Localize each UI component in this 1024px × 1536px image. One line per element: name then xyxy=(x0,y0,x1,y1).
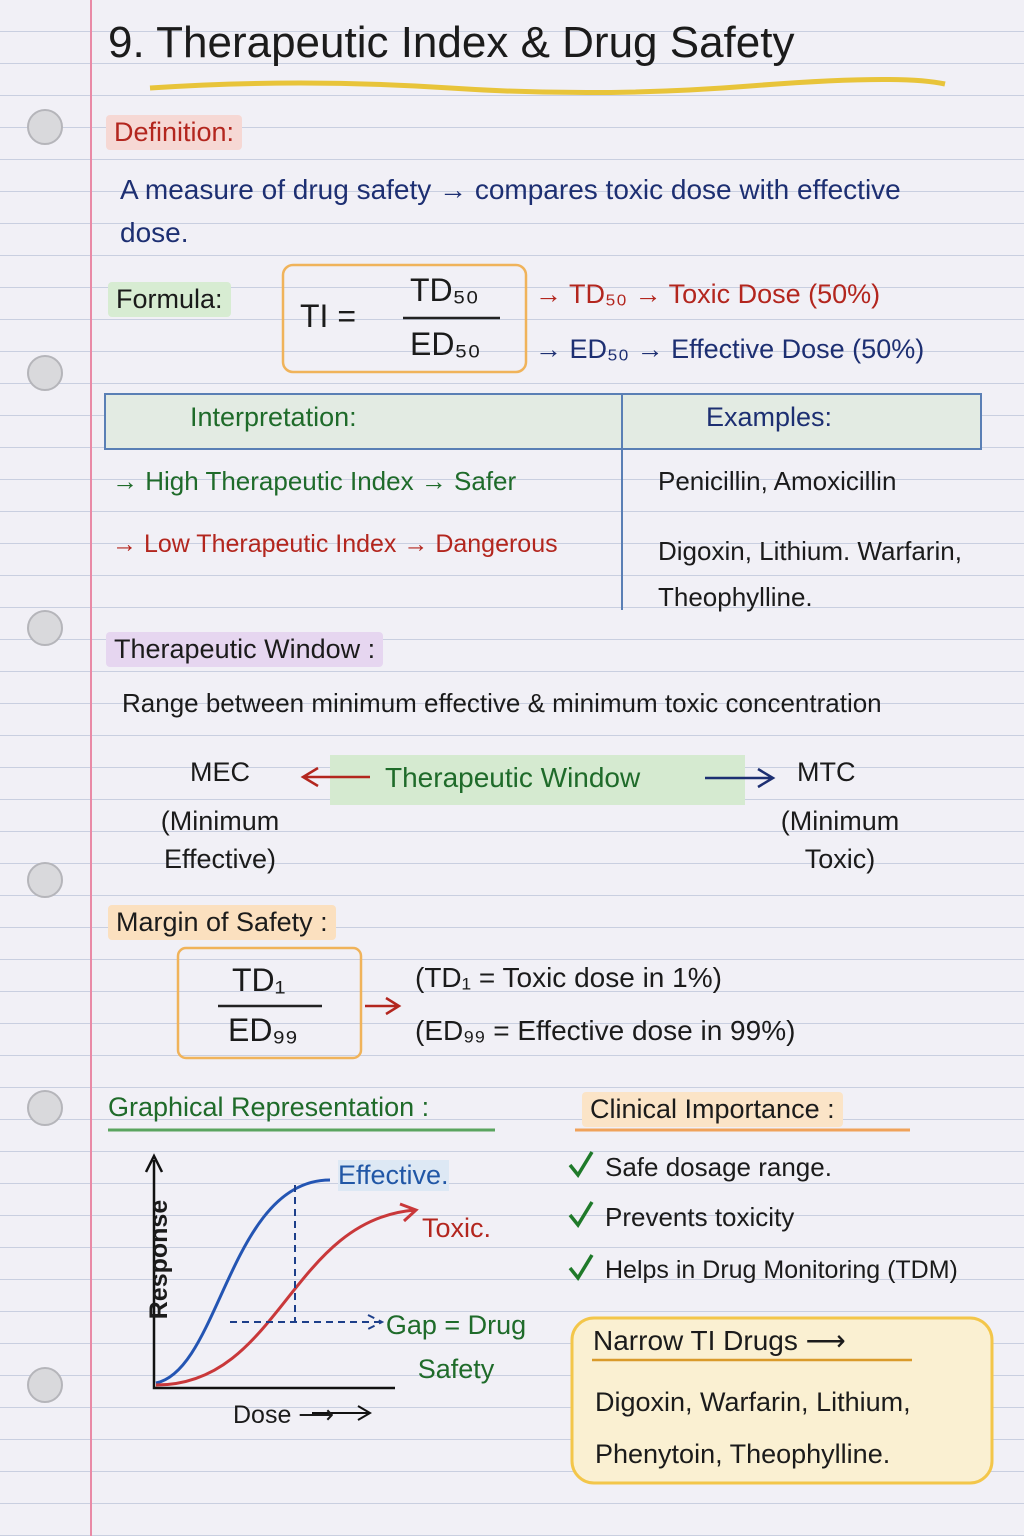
table-cell: → High Therapeutic Index → Safer xyxy=(112,466,517,496)
clinical-item: Helps in Drug Monitoring (TDM) xyxy=(605,1256,958,1284)
definition-heading: Definition: xyxy=(106,115,243,150)
formula-heading: Formula: xyxy=(108,282,231,317)
window-text: Range between minimum effective & minimu… xyxy=(122,688,882,718)
margin-denominator: ED₉₉ xyxy=(228,1012,298,1048)
formula-note: → TD₅₀ → Toxic Dose (50%) xyxy=(535,279,881,309)
mec-sub: (Minimum Effective) xyxy=(160,806,280,874)
clinical-item: Safe dosage range. xyxy=(605,1152,832,1182)
margin-note: (TD₁ = Toxic dose in 1%) xyxy=(415,962,722,993)
formula-note: → ED₅₀ → Effective Dose (50%) xyxy=(535,334,925,364)
gap-label: Gap = Drug Safety xyxy=(385,1310,527,1384)
graph-y-label: Response xyxy=(145,1199,174,1320)
mtc-label: MTC xyxy=(797,757,856,787)
clinical-item: Prevents toxicity xyxy=(605,1202,795,1232)
definition-text: A measure of drug safety → compares toxi… xyxy=(120,174,901,248)
curve-label: Effective. xyxy=(338,1160,449,1191)
formula-numerator: TD₅₀ xyxy=(410,272,479,308)
mtc-sub: (Minimum Toxic) xyxy=(780,806,900,874)
table-header: Interpretation: xyxy=(190,402,357,432)
table-header: Examples: xyxy=(706,402,833,432)
table-cell: → Low Therapeutic Index → Dangerous xyxy=(112,530,558,558)
table-cell: Digoxin, Lithium. Warfarin, Theophylline… xyxy=(658,536,962,612)
graph-heading: Graphical Representation : xyxy=(108,1092,430,1122)
margin-heading: Margin of Safety : xyxy=(108,905,336,940)
graph-x-label: Dose ⟶ xyxy=(233,1401,335,1429)
curve-label: Toxic. xyxy=(422,1213,492,1243)
clinical-heading: Clinical Importance : xyxy=(582,1092,843,1127)
margin-note: (ED₉₉ = Effective dose in 99%) xyxy=(415,1015,796,1046)
window-heading: Therapeutic Window : xyxy=(106,632,384,667)
title: 9. Therapeutic Index & Drug Safety xyxy=(108,18,795,67)
narrow-drugs: Digoxin, Warfarin, Lithium, Phenytoin, T… xyxy=(595,1387,911,1469)
formula-lhs: TI = xyxy=(300,298,357,334)
formula-denominator: ED₅₀ xyxy=(410,326,481,362)
margin-numerator: TD₁ xyxy=(232,962,286,998)
window-center: Therapeutic Window xyxy=(385,762,641,793)
narrow-heading: Narrow TI Drugs ⟶ xyxy=(593,1325,846,1356)
mec-label: MEC xyxy=(190,757,250,787)
table-cell: Penicillin, Amoxicillin xyxy=(658,466,897,496)
